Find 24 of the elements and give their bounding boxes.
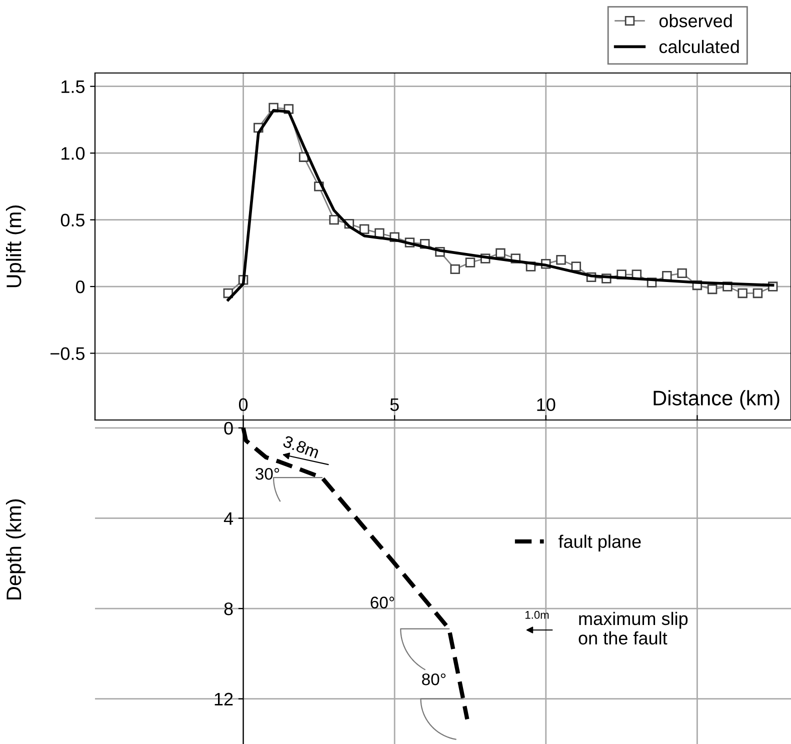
annotation: maximum slip on the fault xyxy=(578,612,688,645)
x-tick-label: 5 xyxy=(390,398,399,412)
y-tick-label: 8 xyxy=(224,602,233,616)
legend-label: fault plane xyxy=(558,534,641,552)
legend-label: calculated xyxy=(659,40,739,54)
y-tick-label: −0.5 xyxy=(50,347,85,360)
y-tick-label: 0.5 xyxy=(60,214,85,227)
y-tick-label: 0 xyxy=(224,422,233,435)
legend-label: observed xyxy=(659,14,732,28)
annotation: 60° xyxy=(370,596,394,608)
y-axis-title: Uplift (m) xyxy=(6,206,26,288)
y-axis-title: Depth (km) xyxy=(6,499,26,600)
annotation: 3.8m xyxy=(282,435,320,458)
x-tick-label: 10 xyxy=(537,398,556,412)
y-tick-label: 1.5 xyxy=(62,80,85,94)
x-axis-title: Distance (km) xyxy=(654,390,780,410)
annotation: 1.0m xyxy=(525,610,549,619)
y-tick-label: 12 xyxy=(214,692,233,706)
x-tick-label: 0 xyxy=(238,398,248,412)
y-tick-label: 1.0 xyxy=(62,147,85,160)
y-tick-label: 4 xyxy=(224,512,234,525)
annotation: 30° xyxy=(256,468,280,480)
y-tick-label: 0 xyxy=(76,280,85,294)
annotation: 80° xyxy=(422,673,446,686)
